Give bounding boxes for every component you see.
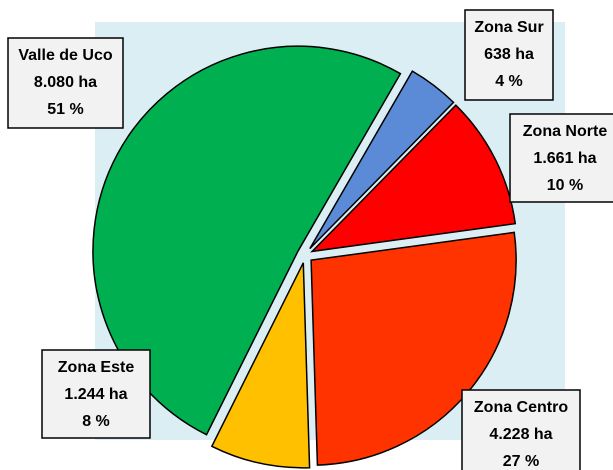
percent-label: 27 % bbox=[503, 453, 539, 470]
pie-slice bbox=[310, 104, 517, 253]
slice-name: Zona Este bbox=[58, 359, 135, 376]
percent-label: 8 % bbox=[82, 413, 110, 430]
pie-slice bbox=[210, 262, 311, 469]
label-box bbox=[461, 389, 581, 470]
slice-name: Valle de Uco bbox=[18, 47, 112, 64]
value-label: 638 ha bbox=[484, 46, 534, 63]
slice-name: Zona Centro bbox=[474, 399, 568, 416]
label-box bbox=[464, 9, 554, 101]
percent-label: 4 % bbox=[495, 73, 523, 90]
slice-name: Zona Sur bbox=[474, 19, 543, 36]
slice-name: Zona Norte bbox=[523, 123, 608, 140]
percent-label: 51 % bbox=[47, 101, 83, 118]
percent-label: 10 % bbox=[547, 177, 583, 194]
value-label: 1.244 ha bbox=[64, 386, 127, 403]
value-label: 8.080 ha bbox=[34, 74, 97, 91]
label-box bbox=[41, 349, 151, 439]
value-label: 1.661 ha bbox=[533, 150, 596, 167]
value-label: 4.228 ha bbox=[489, 426, 552, 443]
label-box bbox=[7, 37, 124, 129]
pie-slice bbox=[309, 70, 455, 250]
label-box bbox=[509, 113, 613, 203]
